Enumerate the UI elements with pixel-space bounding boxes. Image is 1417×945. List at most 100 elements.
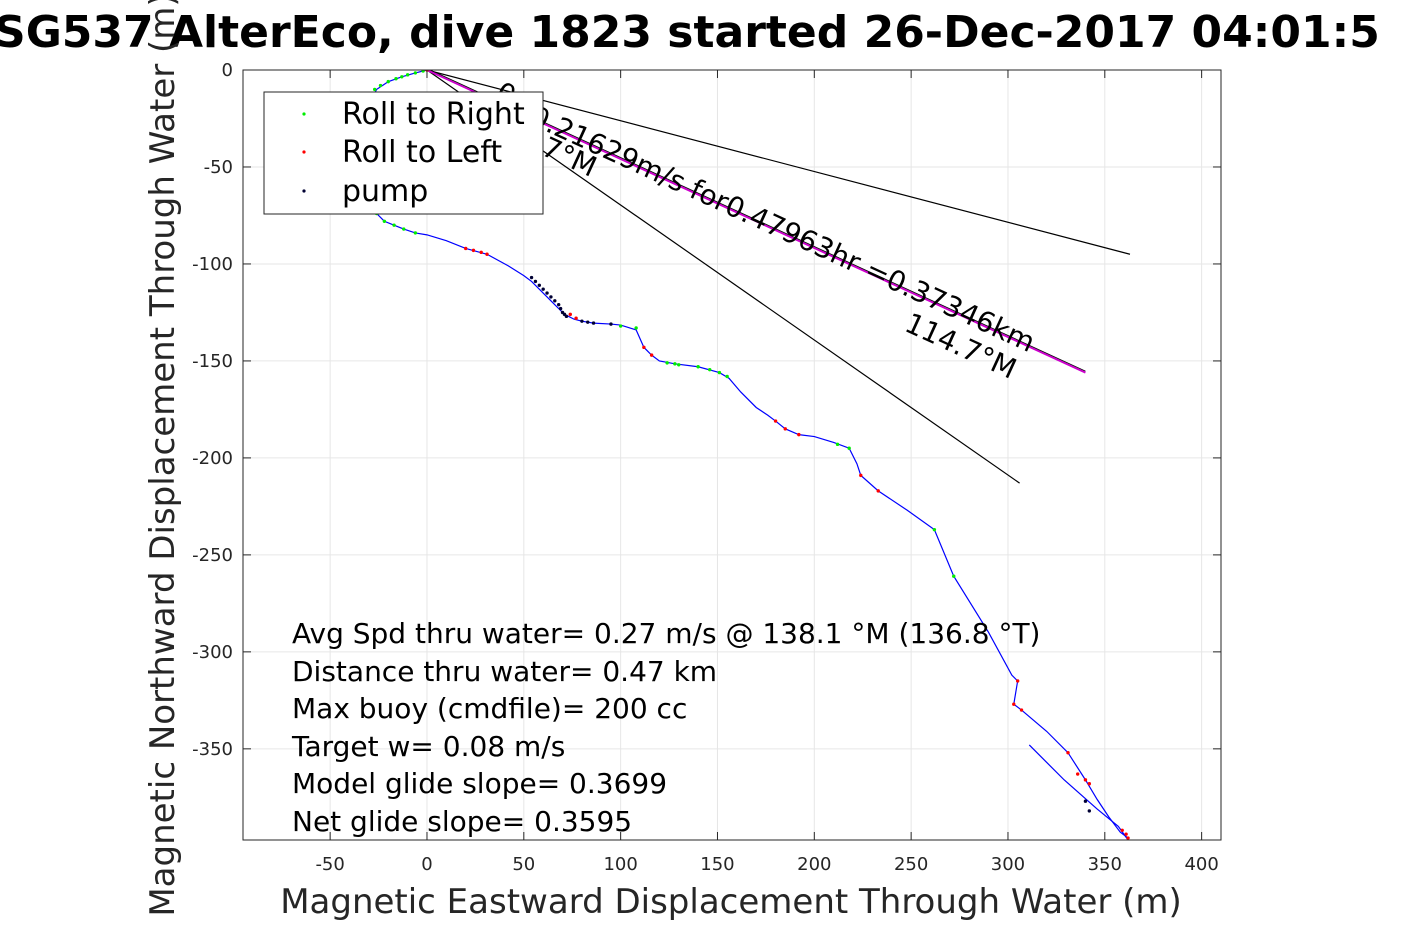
- roll-left-point: [485, 252, 489, 256]
- roll-left-point: [574, 316, 578, 320]
- legend-label-roll-right: Roll to Right: [342, 97, 525, 132]
- roll-left-point: [1120, 828, 1124, 833]
- roll-right-point: [952, 574, 956, 578]
- roll-left-point: [797, 432, 801, 437]
- pump-point: [558, 306, 563, 311]
- x-axis-label: Magnetic Eastward Displacement Through W…: [280, 882, 1182, 922]
- pump-point: [549, 295, 553, 299]
- roll-right-point: [847, 446, 851, 450]
- roll-right-point: [402, 227, 406, 231]
- pump-point: [529, 275, 534, 280]
- roll-left-point: [783, 427, 787, 431]
- plot-frame: [242, 69, 1222, 841]
- roll-right-point: [378, 83, 383, 88]
- roll-left-point: [464, 246, 468, 251]
- roll-left-point: [471, 248, 476, 253]
- roll-left-point: [479, 250, 483, 255]
- y-tick-label: -50: [204, 157, 233, 178]
- roll-right-point: [708, 367, 712, 372]
- annotation-distance: Distance thru water= 0.47 km: [292, 655, 717, 688]
- x-tick-label: 250: [894, 854, 928, 875]
- current-bound-line: [426, 70, 1131, 255]
- roll-left-point: [1124, 832, 1128, 836]
- y-axis-label: Magnetic Northward Displacement Through …: [143, 0, 183, 917]
- x-tick-label: 300: [991, 854, 1025, 875]
- roll-right-point: [696, 365, 700, 369]
- legend-label-pump: pump: [342, 174, 428, 209]
- pump-point: [556, 302, 561, 307]
- roll-left-point: [568, 312, 572, 317]
- roll-left-point: [876, 489, 880, 493]
- legend-label-roll-left: Roll to Left: [342, 135, 502, 170]
- roll-right-point: [618, 324, 623, 328]
- roll-right-point: [932, 527, 937, 532]
- x-tick-label: 50: [512, 854, 535, 875]
- x-tick-label: 100: [603, 854, 637, 875]
- pump-point: [591, 321, 596, 325]
- roll-left-point: [642, 345, 646, 350]
- legend-marker-roll-right: [302, 112, 306, 116]
- y-tick-label: -350: [192, 739, 233, 760]
- annotation-target-w: Target w= 0.08 m/s: [291, 730, 565, 763]
- y-tick-label: -200: [192, 448, 233, 469]
- roll-right-point: [392, 223, 396, 227]
- pump-point: [541, 287, 545, 291]
- x-tick-label: 400: [1184, 854, 1218, 875]
- roll-right-point: [394, 77, 398, 81]
- roll-right-point: [725, 374, 729, 379]
- roll-right-point: [386, 79, 390, 84]
- roll-left-point: [1015, 679, 1020, 683]
- pump-point: [533, 279, 538, 284]
- pump-point: [609, 322, 613, 326]
- legend-marker-pump: [302, 189, 306, 193]
- pump-point: [586, 320, 590, 324]
- y-tick-label: 0: [222, 60, 233, 81]
- roll-right-point: [634, 326, 638, 330]
- roll-right-point: [677, 363, 681, 367]
- x-tick-label: -50: [315, 854, 344, 875]
- pump-point: [537, 283, 542, 287]
- roll-left-point: [1019, 708, 1024, 712]
- roll-left-point: [1066, 751, 1070, 755]
- ticks: -50 0 50 100 150 200 250 300 350 400 0 -50 -100 -150 -…: [192, 60, 1221, 875]
- roll-left-point: [1083, 778, 1088, 782]
- legend-marker-roll-left: [302, 150, 306, 154]
- y-tick-label: -100: [192, 254, 233, 275]
- roll-left-point: [773, 419, 778, 423]
- roll-right-point: [372, 87, 377, 92]
- roll-left-point: [1126, 836, 1130, 840]
- x-tick-label: 0: [421, 854, 432, 875]
- roll-left-point: [859, 473, 863, 478]
- roll-right-point: [413, 231, 418, 235]
- legend: Roll to Right Roll to Left pump: [263, 91, 544, 215]
- chart-title: SG537 AlterEco, dive 1823 started 26-Dec…: [0, 7, 1380, 58]
- roll-left-point: [1075, 772, 1080, 776]
- roll-right-point: [421, 70, 425, 73]
- roll-left-point: [649, 353, 654, 357]
- stats-annotations: Avg Spd thru water= 0.27 m/s @ 138.1 °M …: [291, 617, 1040, 838]
- roll-right-point: [717, 370, 722, 375]
- roll-left-point: [1087, 782, 1092, 786]
- roll-right-point: [382, 219, 387, 223]
- roll-right-point: [835, 442, 840, 447]
- annotation-max-buoy: Max buoy (cmdfile)= 200 cc: [292, 692, 687, 725]
- y-tick-label: -150: [192, 351, 233, 372]
- pump-point: [553, 299, 557, 303]
- annotation-model-glide-slope: Model glide slope= 0.3699: [292, 767, 667, 800]
- x-tick-label: 200: [797, 854, 831, 875]
- annotation-net-glide-slope: Net glide slope= 0.3595: [292, 805, 632, 838]
- x-tick-label: 150: [700, 854, 734, 875]
- roll-right-point: [400, 75, 404, 79]
- x-tick-label: 350: [1088, 854, 1122, 875]
- pump-point: [580, 319, 584, 323]
- roll-left-point: [1012, 702, 1016, 706]
- pump-point: [545, 291, 549, 295]
- legend-box: [263, 91, 544, 215]
- annotation-avg-speed: Avg Spd thru water= 0.27 m/s @ 138.1 °M …: [292, 617, 1040, 650]
- pump-point: [1087, 809, 1092, 813]
- roll-right-point: [405, 73, 410, 77]
- pump-point: [1083, 799, 1088, 803]
- roll-right-point: [665, 361, 669, 365]
- pump-point: [564, 314, 569, 319]
